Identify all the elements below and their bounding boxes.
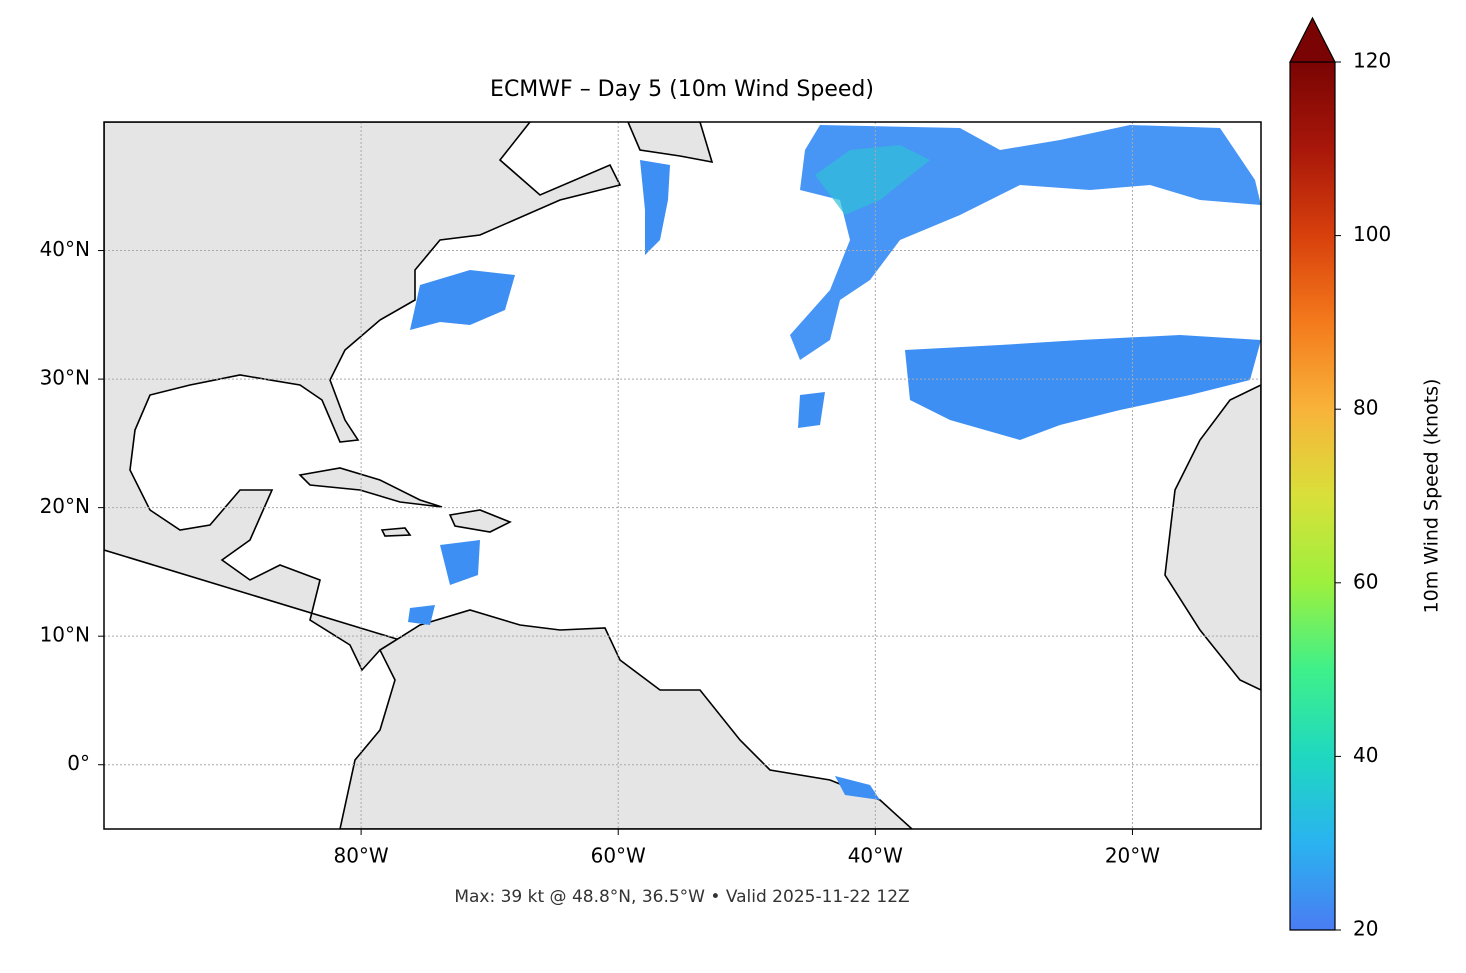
colorbar: 20 40 60 80 100 120 10m Wind Speed (knots) <box>1289 16 1443 941</box>
map <box>104 122 1261 829</box>
wind-area <box>440 540 480 585</box>
x-tick-label: 20°W <box>1105 844 1160 868</box>
hispaniola <box>448 509 512 533</box>
wind-area <box>905 335 1261 440</box>
y-tick-label: 20°N <box>40 494 90 518</box>
x-tick-label: 80°W <box>333 844 388 868</box>
colorbar-frame <box>1289 62 1336 931</box>
y-tick-label: 0° <box>67 751 90 775</box>
grid <box>104 122 1261 829</box>
axes: 80°W 60°W 40°W 20°W 0° 10°N 20°N 30°N 40°N <box>40 237 1161 867</box>
wind-core <box>815 145 930 215</box>
wind-area <box>798 392 825 428</box>
footer: Max: 39 kt @ 48.8°N, 36.5°W • Valid 2025… <box>454 887 909 907</box>
wind-area <box>408 605 435 625</box>
cuba <box>298 467 443 508</box>
x-tick-label: 60°W <box>591 844 646 868</box>
newfoundland <box>627 122 714 164</box>
colorbar-tick-label: 100 <box>1353 222 1391 246</box>
colorbar-tick-label: 80 <box>1353 396 1378 420</box>
map-frame <box>103 121 1262 830</box>
colorbar-tick-label: 20 <box>1353 917 1378 941</box>
jamaica <box>380 527 412 537</box>
colorbar-extend <box>1289 16 1336 63</box>
colorbar-tick-label: 60 <box>1353 569 1378 593</box>
y-tick-label: 40°N <box>40 237 90 261</box>
wind-area <box>790 125 1261 360</box>
chart-title: ECMWF – Day 5 (10m Wind Speed) <box>490 77 874 102</box>
africa <box>1164 384 1261 691</box>
north-america <box>104 122 622 672</box>
land <box>104 122 1261 829</box>
wind-area <box>410 270 515 330</box>
wind-area <box>640 160 670 255</box>
y-tick-label: 10°N <box>40 623 90 647</box>
y-tick-label: 30°N <box>40 366 90 390</box>
colorbar-tick-label: 40 <box>1353 743 1378 767</box>
colorbar-scale <box>1290 62 1335 930</box>
x-tick-label: 40°W <box>848 844 903 868</box>
colorbar-label: 10m Wind Speed (knots) <box>1421 379 1443 614</box>
wind-field <box>408 125 1261 800</box>
south-america <box>339 609 914 829</box>
colorbar-tick-label: 120 <box>1353 49 1391 73</box>
wind-area <box>835 776 880 800</box>
